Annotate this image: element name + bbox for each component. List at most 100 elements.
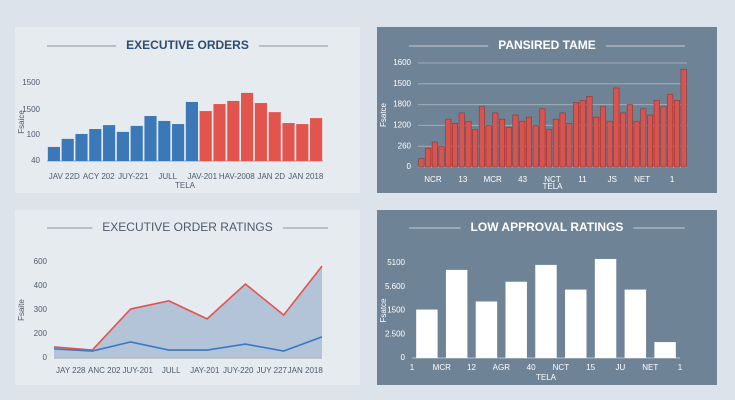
bar (103, 125, 116, 161)
x-tick-label: 43 (518, 175, 527, 184)
bar (144, 116, 157, 161)
bar (552, 118, 559, 168)
x-tick-label: JAY 228 (56, 366, 86, 375)
bar (586, 95, 593, 168)
bar (116, 131, 129, 161)
area-fill (54, 266, 322, 358)
x-tick-label: ACY 202 (83, 172, 115, 181)
x-tick-label: JUY-220 (223, 366, 254, 375)
bar (525, 116, 532, 168)
y-tick-label: 400 (34, 281, 48, 290)
x-axis-title: TELA (536, 373, 557, 382)
y-tick-label: 300 (34, 305, 48, 314)
bar (310, 118, 323, 161)
y-tick-label: 1500 (22, 105, 40, 114)
bar (613, 87, 620, 168)
bar (199, 111, 212, 161)
x-tick-label: JUY-201 (123, 366, 154, 375)
x-tick-label: ANC 202 (88, 366, 121, 375)
x-tick-label: MCR (484, 175, 502, 184)
y-tick-label: 1500 (393, 79, 411, 88)
bar (566, 123, 573, 168)
x-tick-label: NCT (544, 175, 561, 184)
bar (546, 129, 553, 168)
bar (624, 289, 647, 358)
x-tick-label: JAY-201 (190, 366, 220, 375)
x-tick-label: NCT (553, 363, 570, 372)
x-tick-label: 1 (410, 363, 415, 372)
bar (130, 125, 143, 161)
bar (89, 129, 102, 161)
y-axis-title: Fsatce (379, 102, 388, 127)
x-tick-label: JAV 22D (49, 172, 80, 181)
bar (594, 258, 617, 358)
x-tick-label: JAN 2018 (288, 172, 324, 181)
chart-title: EXECUTIVE ORDER RATINGS (102, 220, 272, 234)
bar (667, 93, 674, 168)
bar (565, 289, 587, 358)
bar (492, 112, 499, 168)
x-axis-title: TELA (175, 181, 196, 190)
bar (633, 120, 640, 168)
y-tick-label: 260 (398, 141, 412, 150)
bar (505, 281, 527, 358)
x-tick-label: HAV-2008 (219, 172, 255, 181)
x-tick-label: NET (634, 175, 650, 184)
bar (296, 124, 309, 161)
bar (445, 118, 452, 168)
x-tick-label: 40 (527, 363, 536, 372)
y-tick-label: 0 (401, 353, 406, 362)
bar (532, 125, 539, 168)
bar (241, 92, 254, 161)
bar (458, 112, 465, 168)
y-tick-label: 0 (43, 353, 48, 362)
bar (254, 103, 267, 161)
bar (475, 301, 498, 358)
bar (213, 104, 226, 161)
y-tick-label: 5100 (387, 258, 405, 267)
bar (61, 138, 74, 161)
bar (438, 145, 445, 168)
x-tick-label: JUY-221 (118, 172, 149, 181)
bar (599, 106, 606, 168)
y-tick-label: 40 (31, 156, 40, 165)
bar (158, 120, 171, 161)
y-axis-title: Fsatce (379, 298, 388, 323)
bar (75, 133, 88, 161)
bar (606, 120, 613, 168)
bar (559, 112, 566, 168)
bar (425, 147, 432, 168)
bar (535, 264, 557, 358)
y-tick-label: 1800 (393, 100, 411, 109)
x-tick-label: 1 (678, 363, 683, 372)
y-tick-label: 1500 (387, 306, 405, 315)
bar (445, 269, 468, 358)
x-tick-label: JUY 227 (256, 366, 287, 375)
bar (268, 112, 281, 161)
chart-title: LOW APPROVAL RATINGS (471, 220, 624, 234)
bar (512, 114, 519, 168)
bar (431, 141, 438, 168)
x-tick-label: NCR (424, 175, 442, 184)
bar (519, 120, 526, 168)
bar (626, 104, 633, 168)
bar (673, 100, 680, 168)
y-tick-label: 2.500 (385, 329, 406, 338)
x-tick-label: JU (616, 363, 626, 372)
x-tick-label: JAV-201 (187, 172, 217, 181)
x-tick-label: 12 (467, 363, 476, 372)
bar (654, 342, 676, 358)
bar (499, 118, 506, 168)
x-axis-title: TELA (542, 182, 563, 191)
bar (647, 114, 654, 168)
chart-title: PANSIRED TAME (498, 38, 596, 52)
bar (465, 120, 472, 168)
x-tick-label: 11 (578, 175, 587, 184)
bar (451, 123, 458, 168)
bar (573, 102, 580, 168)
series-line (53, 336, 323, 352)
x-tick-label: JULL (158, 172, 177, 181)
bar (172, 124, 185, 161)
bar (579, 100, 586, 168)
